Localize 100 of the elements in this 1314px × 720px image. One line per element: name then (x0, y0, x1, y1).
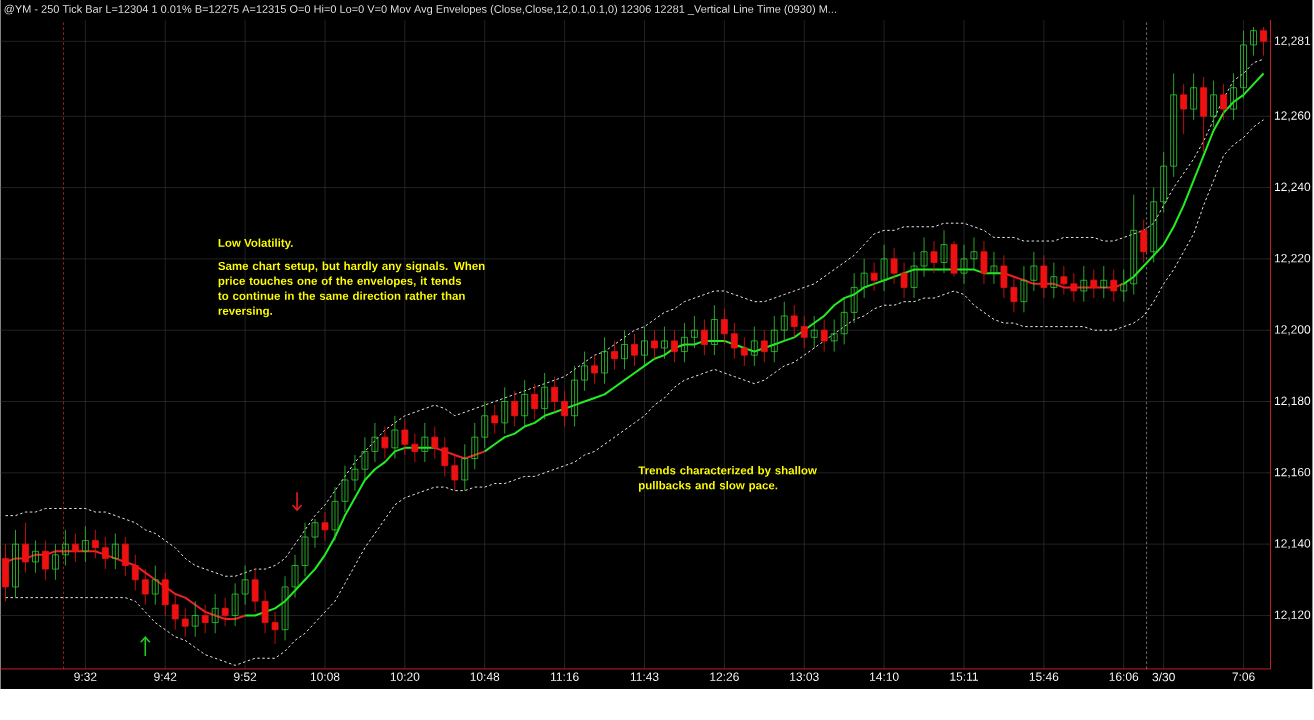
candlestick (161, 572, 169, 616)
candlestick (601, 336, 608, 385)
candlestick (171, 593, 179, 631)
candlestick (1010, 276, 1018, 313)
candlestick (780, 301, 788, 342)
candlestick (1160, 151, 1168, 213)
candlestick (81, 525, 89, 563)
candlestick (261, 590, 269, 634)
annotation: Trends characterized by shallow pullbacks and slow pace. (638, 466, 817, 492)
x-tick-label: 10:08 (310, 672, 340, 682)
x-tick-label: 11:43 (630, 672, 659, 682)
candlestick (740, 336, 748, 367)
x-tick-label: 9:32 (74, 672, 97, 682)
candlestick (870, 262, 878, 292)
candlestick (1190, 73, 1198, 121)
candlestick (541, 372, 549, 420)
candlestick (631, 333, 638, 367)
candlestick (511, 390, 519, 427)
candlestick (101, 536, 109, 570)
candlestick (441, 436, 449, 477)
candlestick (1040, 254, 1048, 299)
y-tick-label: 12,220 (1274, 253, 1311, 264)
candlestick (930, 240, 938, 274)
y-tick-label: 12,180 (1274, 396, 1311, 407)
candlestick (830, 319, 838, 353)
candlestick (820, 319, 828, 353)
candlestick (141, 568, 149, 606)
candlestick (770, 315, 778, 363)
candlestick (760, 329, 768, 363)
candlestick (1110, 269, 1118, 303)
candlestick (1220, 83, 1227, 121)
candlestick (181, 607, 189, 638)
candlestick (391, 415, 399, 460)
candlestick (211, 593, 219, 634)
candlestick (231, 583, 239, 627)
candlestick (840, 297, 848, 345)
candlestick (221, 597, 229, 627)
y-tick-label: 12,140 (1274, 539, 1311, 550)
candlestick (251, 568, 259, 613)
y-tick-label: 12,281 (1274, 36, 1311, 47)
candlestick (271, 611, 279, 645)
candlestick (1240, 30, 1247, 99)
candlestick (551, 376, 559, 413)
candlestick (1020, 265, 1028, 313)
candlestick (12, 529, 19, 599)
candlestick (131, 554, 139, 591)
candlestick (641, 326, 648, 367)
candlestick (1000, 254, 1008, 299)
x-tick-label: 11:16 (550, 672, 579, 682)
chart-title: @YM - 250 Tick Bar L=12304 1 0.01% B=12275 A=12315 O=0 Hi=0 Lo=0 V=0 Mov Avg Envelopes (Close,Close,12,0.1,0.1,0) 12306 12281 _Vertical Line Time (0930) M... (4, 4, 836, 16)
x-tick-label: 15:46 (1029, 672, 1059, 682)
candlestick (681, 322, 688, 363)
y-tick-label: 12,240 (1274, 182, 1311, 193)
candlestick (1210, 80, 1217, 128)
x-tick-label: 15:11 (950, 672, 978, 681)
candlestick (1080, 265, 1088, 303)
x-tick-label: 13:03 (790, 672, 819, 682)
candlestick (800, 315, 808, 349)
candlestick (810, 315, 818, 349)
candlestick (42, 540, 49, 581)
candlestick (730, 322, 738, 360)
candlestick (1090, 269, 1098, 299)
candlestick (531, 383, 539, 420)
x-tick-label: 14:10 (870, 672, 899, 682)
candlestick (750, 326, 758, 367)
x-tick-label: 12:26 (710, 672, 739, 682)
candlestick (491, 404, 499, 435)
candlestick (790, 304, 798, 338)
x-tick-label: 3/30 (1152, 672, 1175, 682)
candlestick (411, 433, 419, 463)
candlestick (451, 454, 459, 492)
candlestick (501, 386, 509, 435)
candlestick (611, 340, 618, 370)
candlestick (880, 244, 888, 292)
candlestick (1230, 73, 1237, 121)
annotation: Same chart setup, but hardly any signals. When price touches one of the envelopes, it tends to continue in the same direction rather than reversing. (218, 261, 485, 318)
candlestick (591, 354, 598, 385)
candlestick (671, 329, 678, 363)
candlestick (111, 533, 119, 570)
x-tick-label: 9:52 (234, 672, 257, 682)
candlestick (431, 426, 439, 460)
candlestick (321, 511, 329, 542)
candlestick (1250, 26, 1257, 57)
candlestick (1130, 194, 1138, 295)
candlestick (1050, 262, 1058, 299)
candlestick (710, 304, 718, 356)
y-tick-label: 12,120 (1274, 610, 1311, 621)
candlestick (1100, 265, 1108, 299)
candlestick (1170, 73, 1178, 178)
candlestick (521, 379, 529, 427)
candlestick (421, 422, 429, 463)
candlestick (980, 240, 988, 285)
candlestick (1150, 187, 1158, 263)
candlestick (72, 533, 79, 563)
candlestick (62, 529, 69, 566)
candlestick (91, 529, 99, 559)
candlestick (151, 565, 159, 606)
candlestick (581, 351, 588, 392)
candlestick (481, 401, 489, 449)
candlestick (121, 536, 129, 577)
